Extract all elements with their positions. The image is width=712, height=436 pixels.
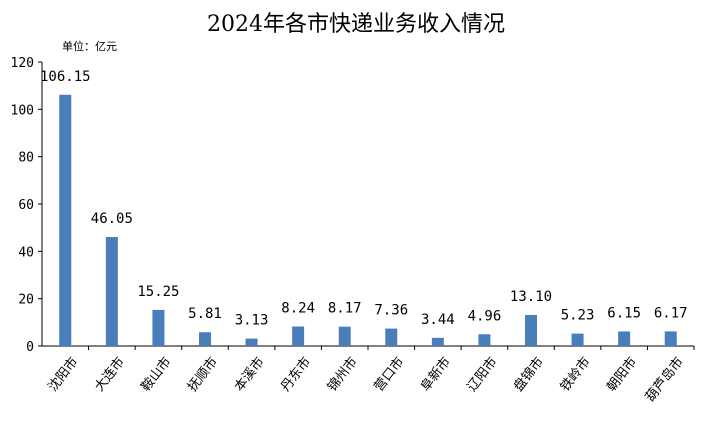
y-tick-label: 100 <box>11 103 34 118</box>
bar <box>618 331 631 346</box>
bar <box>245 338 258 346</box>
data-label: 5.81 <box>188 306 222 322</box>
x-tick-label: 丹东市 <box>278 354 315 395</box>
bar <box>292 326 305 346</box>
x-tick-label: 本溪市 <box>231 354 268 395</box>
x-tick-label: 营口市 <box>371 354 408 395</box>
bar <box>105 237 118 346</box>
x-tick-label: 盘锦市 <box>510 354 547 395</box>
bar <box>431 337 444 346</box>
bar <box>338 326 351 346</box>
data-label: 8.24 <box>281 300 315 316</box>
x-tick-label: 沈阳市 <box>45 354 82 395</box>
data-label: 5.23 <box>561 308 595 324</box>
bar <box>385 328 398 346</box>
bar <box>478 334 491 346</box>
x-tick-label: 大连市 <box>91 354 128 395</box>
x-tick-label: 阜新市 <box>417 354 454 395</box>
x-tick-label: 铁岭市 <box>557 354 594 395</box>
y-tick-label: 40 <box>18 245 34 260</box>
data-label: 106.15 <box>40 69 91 85</box>
data-label: 15.25 <box>137 284 179 300</box>
bar <box>571 333 584 346</box>
chart-title: 2024年各市快递业务收入情况 <box>207 12 505 37</box>
x-tick-label: 抚顺市 <box>184 354 221 395</box>
x-tick-label: 锦州市 <box>324 354 361 395</box>
x-tick-label: 葫芦岛市 <box>642 354 687 405</box>
data-label: 7.36 <box>374 303 408 319</box>
y-tick-label: 80 <box>18 151 34 166</box>
data-label: 6.17 <box>654 305 688 321</box>
data-label: 46.05 <box>91 211 133 227</box>
bar <box>525 314 537 346</box>
x-tick-label: 鞍山市 <box>138 354 175 395</box>
data-label: 13.10 <box>510 289 552 305</box>
y-tick-label: 120 <box>11 56 34 71</box>
x-tick-label: 朝阳市 <box>604 354 641 395</box>
y-tick-label: 60 <box>18 198 34 213</box>
x-tick-label: 辽阳市 <box>464 354 501 395</box>
unit-label: 单位：亿元 <box>62 40 117 53</box>
bar <box>152 309 165 346</box>
bar <box>59 94 72 346</box>
y-tick-label: 0 <box>26 340 34 355</box>
data-label: 3.13 <box>235 313 269 329</box>
data-label: 6.15 <box>607 305 641 321</box>
data-label: 3.44 <box>421 312 455 328</box>
data-label: 8.17 <box>328 301 362 317</box>
bar <box>664 331 677 346</box>
bar <box>199 332 211 346</box>
data-label: 4.96 <box>468 308 502 324</box>
y-tick-label: 20 <box>18 293 34 308</box>
